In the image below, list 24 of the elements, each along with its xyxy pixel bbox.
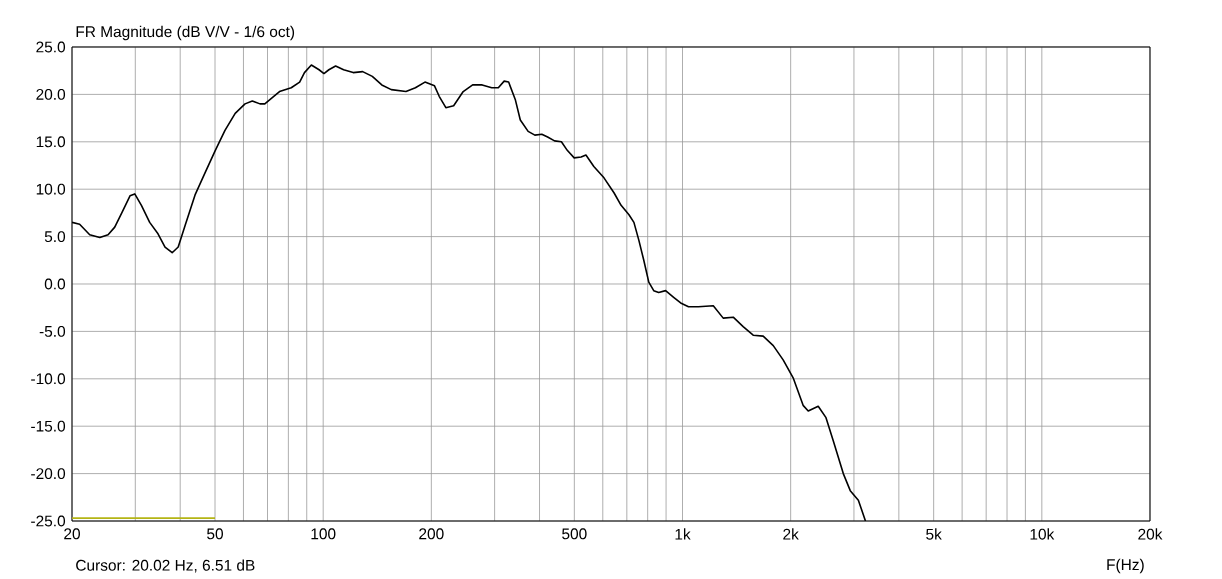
y-tick-label: -15.0 — [31, 420, 66, 432]
x-axis-title: F(Hz) — [1107, 558, 1144, 574]
y-tick-label: 15.0 — [36, 136, 66, 148]
x-tick-label: 1k — [675, 528, 691, 540]
x-tick-label: 50 — [207, 528, 223, 540]
x-tick-label: 100 — [311, 528, 336, 540]
y-tick-label: 5.0 — [44, 231, 66, 243]
y-tick-label: 0.0 — [44, 278, 66, 290]
y-tick-label: -25.0 — [31, 515, 66, 527]
y-tick-label: 25.0 — [36, 41, 66, 53]
x-tick-label: 2k — [783, 528, 799, 540]
chart-title: FR Magnitude (dB V/V - 1/6 oct) — [76, 25, 295, 41]
x-tick-label: 5k — [926, 528, 942, 540]
y-tick-label: 10.0 — [36, 183, 66, 195]
x-tick-label: 20 — [64, 528, 80, 540]
x-tick-label: 200 — [419, 528, 444, 540]
x-tick-label: 500 — [562, 528, 587, 540]
x-tick-label: 20k — [1138, 528, 1163, 540]
x-tick-label: 10k — [1030, 528, 1055, 540]
y-tick-label: -20.0 — [31, 468, 66, 480]
y-tick-label: 20.0 — [36, 88, 66, 100]
text: Cursor: 20.02 Hz, 6.51 dB — [76, 559, 255, 573]
y-tick-label: -5.0 — [39, 325, 66, 337]
y-tick-label: -10.0 — [31, 373, 66, 385]
